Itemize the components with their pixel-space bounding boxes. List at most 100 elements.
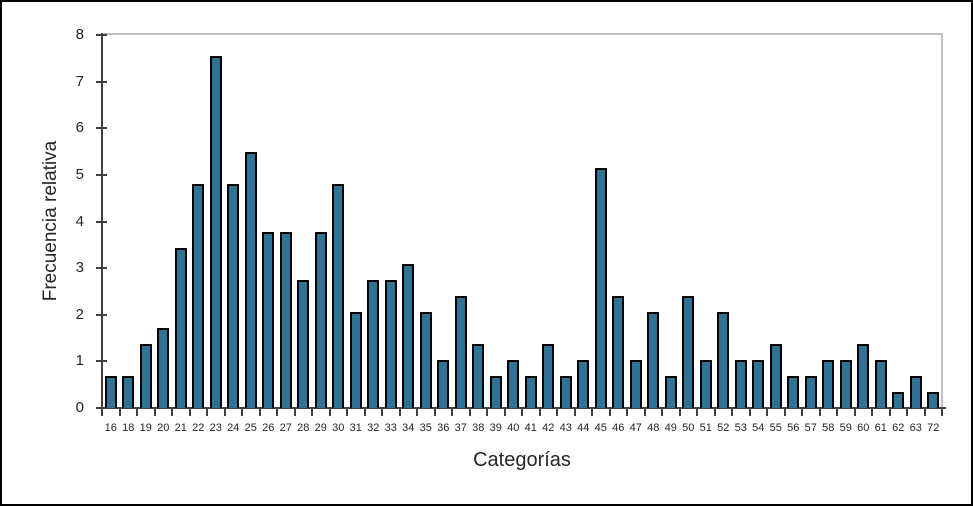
x-tick (941, 407, 943, 416)
x-tick (521, 407, 523, 416)
x-tick-label: 36 (437, 422, 450, 434)
x-tick (661, 407, 663, 416)
x-tick (871, 407, 873, 416)
y-tick (96, 173, 107, 176)
y-tick (96, 313, 107, 316)
x-tick (136, 407, 138, 416)
x-tick (486, 407, 488, 416)
x-tick (713, 407, 716, 416)
x-tick-label: 25 (244, 422, 257, 434)
bar-52 (717, 311, 730, 408)
y-tick (96, 127, 107, 130)
bar-18 (122, 375, 135, 408)
x-tick-label: 53 (734, 422, 747, 434)
y-tick-label: 3 (75, 259, 84, 277)
bar-42 (542, 344, 555, 408)
x-tick-label: 19 (139, 422, 152, 434)
bar-23 (209, 55, 222, 408)
bar-46 (612, 295, 625, 408)
x-tick-label: 24 (227, 422, 240, 434)
x-tick (906, 407, 908, 416)
bar-27 (279, 231, 292, 408)
x-tick (118, 407, 121, 416)
x-tick-label: 58 (822, 422, 835, 434)
x-tick-label: 41 (524, 422, 537, 434)
y-tick (96, 360, 107, 363)
bar-24 (227, 183, 240, 408)
y-tick-label: 5 (75, 165, 84, 183)
bar-59 (839, 359, 852, 408)
x-tick-label: 55 (769, 422, 782, 434)
x-tick-label: 21 (174, 422, 187, 434)
x-tick-label: 23 (209, 422, 222, 434)
x-tick-label: 27 (279, 422, 292, 434)
bar-29 (314, 231, 327, 408)
bar-43 (559, 375, 572, 408)
x-tick-label: 38 (472, 422, 485, 434)
bar-58 (822, 359, 835, 408)
bar-48 (647, 311, 660, 408)
x-tick-label: 56 (787, 422, 800, 434)
x-tick-label: 42 (542, 422, 555, 434)
x-tick (293, 407, 296, 416)
bar-35 (419, 311, 432, 408)
x-tick (363, 407, 366, 416)
bar-49 (664, 375, 677, 408)
x-tick (853, 407, 856, 416)
x-tick (818, 407, 821, 416)
bar-60 (857, 344, 870, 408)
x-tick-label: 37 (454, 422, 467, 434)
x-tick (801, 407, 803, 416)
x-tick-label: 63 (909, 422, 922, 434)
x-tick-label: 61 (874, 422, 887, 434)
bar-61 (874, 359, 887, 408)
y-tick (96, 220, 107, 223)
bar-16 (104, 375, 117, 408)
x-tick-label: 40 (507, 422, 520, 434)
bar-36 (437, 359, 450, 408)
bar-55 (769, 344, 782, 408)
bar-32 (367, 279, 380, 408)
x-tick-label: 43 (559, 422, 572, 434)
bar-40 (507, 359, 520, 408)
x-tick-label: 60 (857, 422, 870, 434)
x-tick-label: 34 (402, 422, 415, 434)
x-tick (766, 407, 768, 416)
bar-20 (157, 327, 170, 408)
x-tick-label: 52 (717, 422, 730, 434)
x-tick-label: 31 (349, 422, 362, 434)
x-tick-label: 20 (157, 422, 170, 434)
x-tick (153, 407, 156, 416)
x-tick (206, 407, 208, 416)
x-tick (188, 407, 191, 416)
y-tick-label: 0 (75, 399, 84, 416)
x-tick-label: 54 (752, 422, 765, 434)
x-tick (608, 407, 611, 416)
x-tick-label: 16 (104, 422, 117, 434)
bar-56 (787, 375, 800, 408)
x-tick-label: 57 (804, 422, 817, 434)
x-tick-label: 45 (594, 422, 607, 434)
bar-30 (332, 183, 345, 408)
bar-21 (174, 247, 187, 408)
x-tick (101, 407, 103, 416)
x-tick (468, 407, 471, 416)
x-tick (276, 407, 278, 416)
x-tick (328, 407, 331, 416)
y-tick (96, 267, 107, 270)
x-tick (731, 407, 733, 416)
x-tick-label: 28 (297, 422, 310, 434)
bar-31 (349, 311, 362, 408)
bar-54 (752, 359, 765, 408)
bar-34 (402, 263, 415, 408)
x-tick-label: 18 (122, 422, 135, 434)
x-tick-label: 33 (384, 422, 397, 434)
bar-62 (892, 392, 905, 408)
x-tick (381, 407, 383, 416)
x-tick (748, 407, 751, 416)
bar-45 (594, 167, 607, 408)
x-tick (346, 407, 348, 416)
bar-63 (909, 375, 922, 408)
x-tick (433, 407, 436, 416)
